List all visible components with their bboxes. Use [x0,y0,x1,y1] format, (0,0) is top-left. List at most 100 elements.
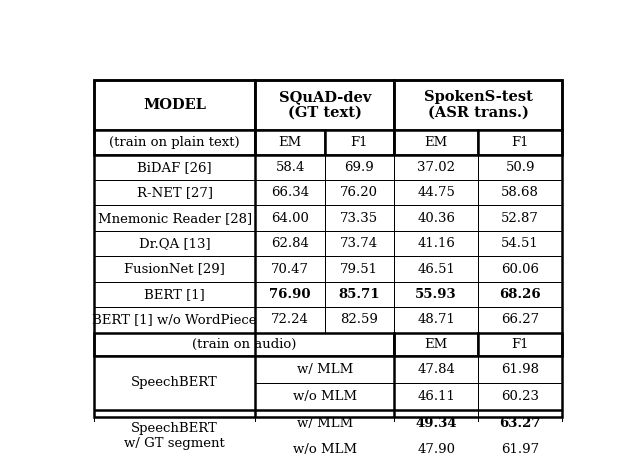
Bar [255,180,324,206]
Bar [478,356,562,383]
Text: 60.23: 60.23 [501,390,539,402]
Bar [255,206,324,231]
Bar [324,282,394,307]
Bar [94,155,255,180]
Text: w/ MLM: w/ MLM [296,363,353,375]
Text: 50.9: 50.9 [506,161,535,174]
Text: 64.00: 64.00 [271,212,309,225]
Bar [394,180,478,206]
Bar [478,282,562,307]
Bar [394,231,478,256]
Bar [94,206,255,231]
Bar [478,307,562,333]
Bar [255,282,324,307]
Text: 66.27: 66.27 [501,313,540,326]
Text: EM: EM [424,337,448,351]
Text: 40.36: 40.36 [417,212,455,225]
Bar [478,383,562,410]
Bar [94,80,255,130]
Bar [478,180,562,206]
Bar [324,206,394,231]
Bar [94,180,255,206]
Text: 52.87: 52.87 [501,212,539,225]
Text: BERT [1] w/o WordPiece: BERT [1] w/o WordPiece [92,313,257,326]
Text: 73.35: 73.35 [340,212,378,225]
Bar [394,410,478,437]
Text: 66.34: 66.34 [271,186,309,199]
Bar [394,155,478,180]
Bar [94,130,255,155]
Text: 69.9: 69.9 [344,161,374,174]
Text: 37.02: 37.02 [417,161,455,174]
Bar [94,282,255,307]
Bar [255,356,394,383]
Bar [255,130,324,155]
Text: 61.98: 61.98 [501,363,539,375]
Bar [94,410,255,464]
Bar [478,130,562,155]
Text: 61.97: 61.97 [501,444,540,456]
Bar [478,231,562,256]
Text: 41.16: 41.16 [417,237,455,250]
Text: 60.06: 60.06 [501,263,539,275]
Text: (train on audio): (train on audio) [192,337,296,351]
Bar [394,256,478,282]
Text: F1: F1 [351,136,368,149]
Text: 55.93: 55.93 [415,288,457,301]
Text: 48.71: 48.71 [417,313,455,326]
Text: SpeechBERT
w/ GT segment: SpeechBERT w/ GT segment [124,422,225,450]
Text: BERT [1]: BERT [1] [145,288,205,301]
Text: 47.84: 47.84 [417,363,455,375]
Text: w/o MLM: w/o MLM [292,444,356,456]
Text: SpokenS-test
(ASR trans.): SpokenS-test (ASR trans.) [424,90,532,120]
Bar [394,206,478,231]
Text: 85.71: 85.71 [339,288,380,301]
Bar [394,437,478,464]
Bar [324,307,394,333]
Text: 58.4: 58.4 [275,161,305,174]
Text: 46.11: 46.11 [417,390,455,402]
Bar [255,437,394,464]
Text: 82.59: 82.59 [340,313,378,326]
Bar [255,80,394,130]
Bar [255,155,324,180]
Text: 63.27: 63.27 [499,417,541,429]
Text: 62.84: 62.84 [271,237,309,250]
Text: w/ MLM: w/ MLM [296,417,353,429]
Text: 76.20: 76.20 [340,186,378,199]
Bar [394,383,478,410]
Text: 54.51: 54.51 [501,237,539,250]
Bar [324,256,394,282]
Text: 44.75: 44.75 [417,186,455,199]
Text: MODEL: MODEL [143,98,206,112]
Bar [94,256,255,282]
Text: 76.90: 76.90 [269,288,311,301]
Bar [94,333,394,356]
Bar [394,356,478,383]
Text: EM: EM [278,136,301,149]
Bar [394,333,478,356]
Text: 73.74: 73.74 [340,237,378,250]
Bar [94,356,255,410]
Text: 70.47: 70.47 [271,263,309,275]
Bar [255,307,324,333]
Bar [478,437,562,464]
Text: F1: F1 [511,337,529,351]
Bar [255,231,324,256]
Bar [478,155,562,180]
Bar [394,282,478,307]
Text: BiDAF [26]: BiDAF [26] [138,161,212,174]
Bar [255,410,394,437]
Bar [324,180,394,206]
Bar [394,307,478,333]
Text: 47.90: 47.90 [417,444,455,456]
Text: 79.51: 79.51 [340,263,378,275]
Text: 68.26: 68.26 [499,288,541,301]
Bar [324,231,394,256]
Text: Dr.QA [13]: Dr.QA [13] [139,237,211,250]
Text: SpeechBERT: SpeechBERT [131,376,218,389]
Text: 72.24: 72.24 [271,313,309,326]
Bar [94,307,255,333]
Bar [478,206,562,231]
Text: 46.51: 46.51 [417,263,455,275]
